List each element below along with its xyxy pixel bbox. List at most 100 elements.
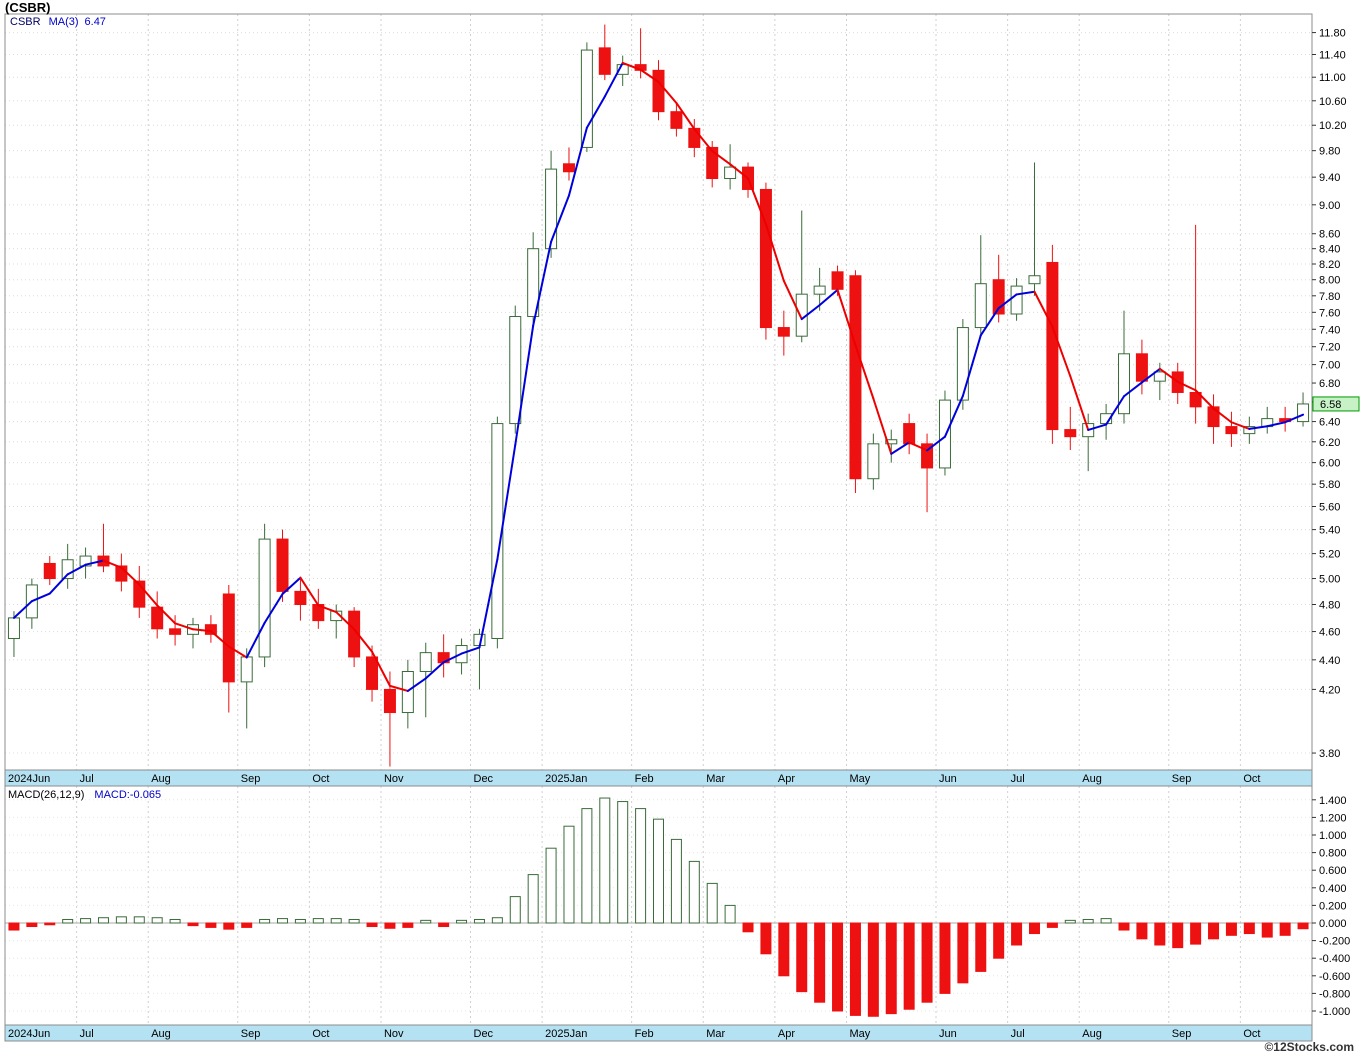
macd-bar-negative [1028,922,1040,935]
macd-bar-negative [921,922,933,1003]
y-axis-label: 11.80 [1319,28,1346,40]
ma-segment [263,592,284,624]
macd-bar-negative [1243,922,1255,935]
macd-y-axis-label: -0.200 [1319,936,1350,948]
macd-histogram [8,797,1309,1017]
main-chart-legend: CSBR MA(3) 6.47 [10,16,112,28]
macd-bar-negative [384,922,396,929]
candle-body [294,590,307,606]
ma-segment [675,101,696,130]
ma-segment [496,443,517,561]
candle-body [545,168,558,250]
x-axis-label: Oct [1243,773,1260,785]
ma-segment [12,600,33,619]
macd-bar-negative [1172,922,1184,949]
ma-segment [191,628,212,633]
y-axis-label: 8.00 [1319,275,1340,287]
ma-value: 6.47 [84,16,106,28]
candle-body [938,399,951,469]
ma-segment [227,645,248,659]
candle-body [383,688,396,714]
macd-bar-positive [277,918,289,924]
ma-segment [1033,290,1054,328]
copyright: ©12Stocks.com [1264,1040,1354,1054]
macd-bar-negative [778,922,790,977]
ma-segment [209,630,230,648]
x-axis-label: Jul [80,773,94,785]
macd-bar-negative [205,922,217,928]
macd-bar-negative [1011,922,1023,946]
macd-bar-positive [724,904,736,924]
macd-bar-negative [8,922,20,931]
macd-bar-negative [187,922,199,927]
macd-bar-negative [975,922,987,972]
ma-segment [406,677,427,692]
ma-segment [836,288,857,347]
y-axis-label: 7.80 [1319,291,1340,303]
macd-bar-negative [957,922,969,984]
x-axis-label: Dec [474,773,494,785]
y-axis-label: 6.80 [1319,378,1340,390]
macd-bar-positive [348,918,360,924]
macd-bar-negative [1136,922,1148,940]
ma-segment [1248,425,1269,430]
ma-segment [854,344,875,400]
x-axis-label: Mar [706,773,725,785]
x-axis-label: Apr [778,1028,795,1040]
macd-bar-negative [867,922,879,1017]
ma-segment [1266,421,1287,428]
macd-bar-negative [241,922,253,928]
y-axis-label: 9.00 [1319,200,1340,212]
macd-bar-negative [1297,922,1309,930]
macd-y-axis-label: 0.600 [1319,865,1347,877]
y-axis-label: 6.00 [1319,458,1340,470]
macd-y-axis-label: -0.800 [1319,988,1350,1000]
candle-body [491,423,504,640]
macd-y-axis-label: -1.000 [1319,1006,1350,1018]
ma-segment [1230,421,1251,430]
macd-bar-positive [581,808,593,924]
y-axis-label: 10.20 [1319,120,1347,132]
ma-segment [120,566,141,586]
ma-segment [1140,367,1161,384]
macd-bar-positive [617,801,629,924]
candle-body [831,271,844,290]
macd-bar-negative [1208,922,1220,940]
x-axis-label: Jul [1011,773,1025,785]
ma-segment [657,80,678,104]
macd-bar-positive [330,918,342,924]
copyright-text: ©12Stocks.com [1264,1040,1354,1054]
y-axis-label: 9.40 [1319,172,1340,184]
ma-segment [800,304,821,321]
y-axis-label: 7.60 [1319,307,1340,319]
x-axis-label: Aug [151,773,171,785]
macd-y-axis-label: 1.200 [1319,812,1347,824]
y-axis-label: 5.40 [1319,525,1340,537]
ma-segment [603,61,624,98]
ma-segment [1158,367,1179,383]
ma-segment [478,558,499,649]
macd-bar-positive [312,918,324,924]
macd-bar-positive [169,918,181,924]
candle-body [885,439,898,445]
y-axis-label: 6.40 [1319,417,1340,429]
macd-bar-positive [527,874,539,924]
candle-body [598,47,611,75]
y-axis-label: 5.80 [1319,479,1340,491]
candle-body [61,559,74,580]
macd-bar-negative [1118,922,1130,931]
macd-y-axis-label: 0.000 [1319,918,1347,930]
y-axis-label: 6.20 [1319,437,1340,449]
candle-body [527,248,540,318]
macd-bar-positive [259,918,271,924]
ma-segment [943,394,964,438]
macd-bar-positive [133,916,145,924]
candle-body [1189,391,1202,408]
macd-bar-positive [1100,918,1112,924]
ma-segment [1194,389,1215,410]
macd-bar-negative [903,922,915,1010]
x-axis-label: Sep [1172,773,1192,785]
macd-bar-negative [1046,922,1058,928]
ma-segment [1176,380,1197,392]
candle-body [992,279,1005,315]
